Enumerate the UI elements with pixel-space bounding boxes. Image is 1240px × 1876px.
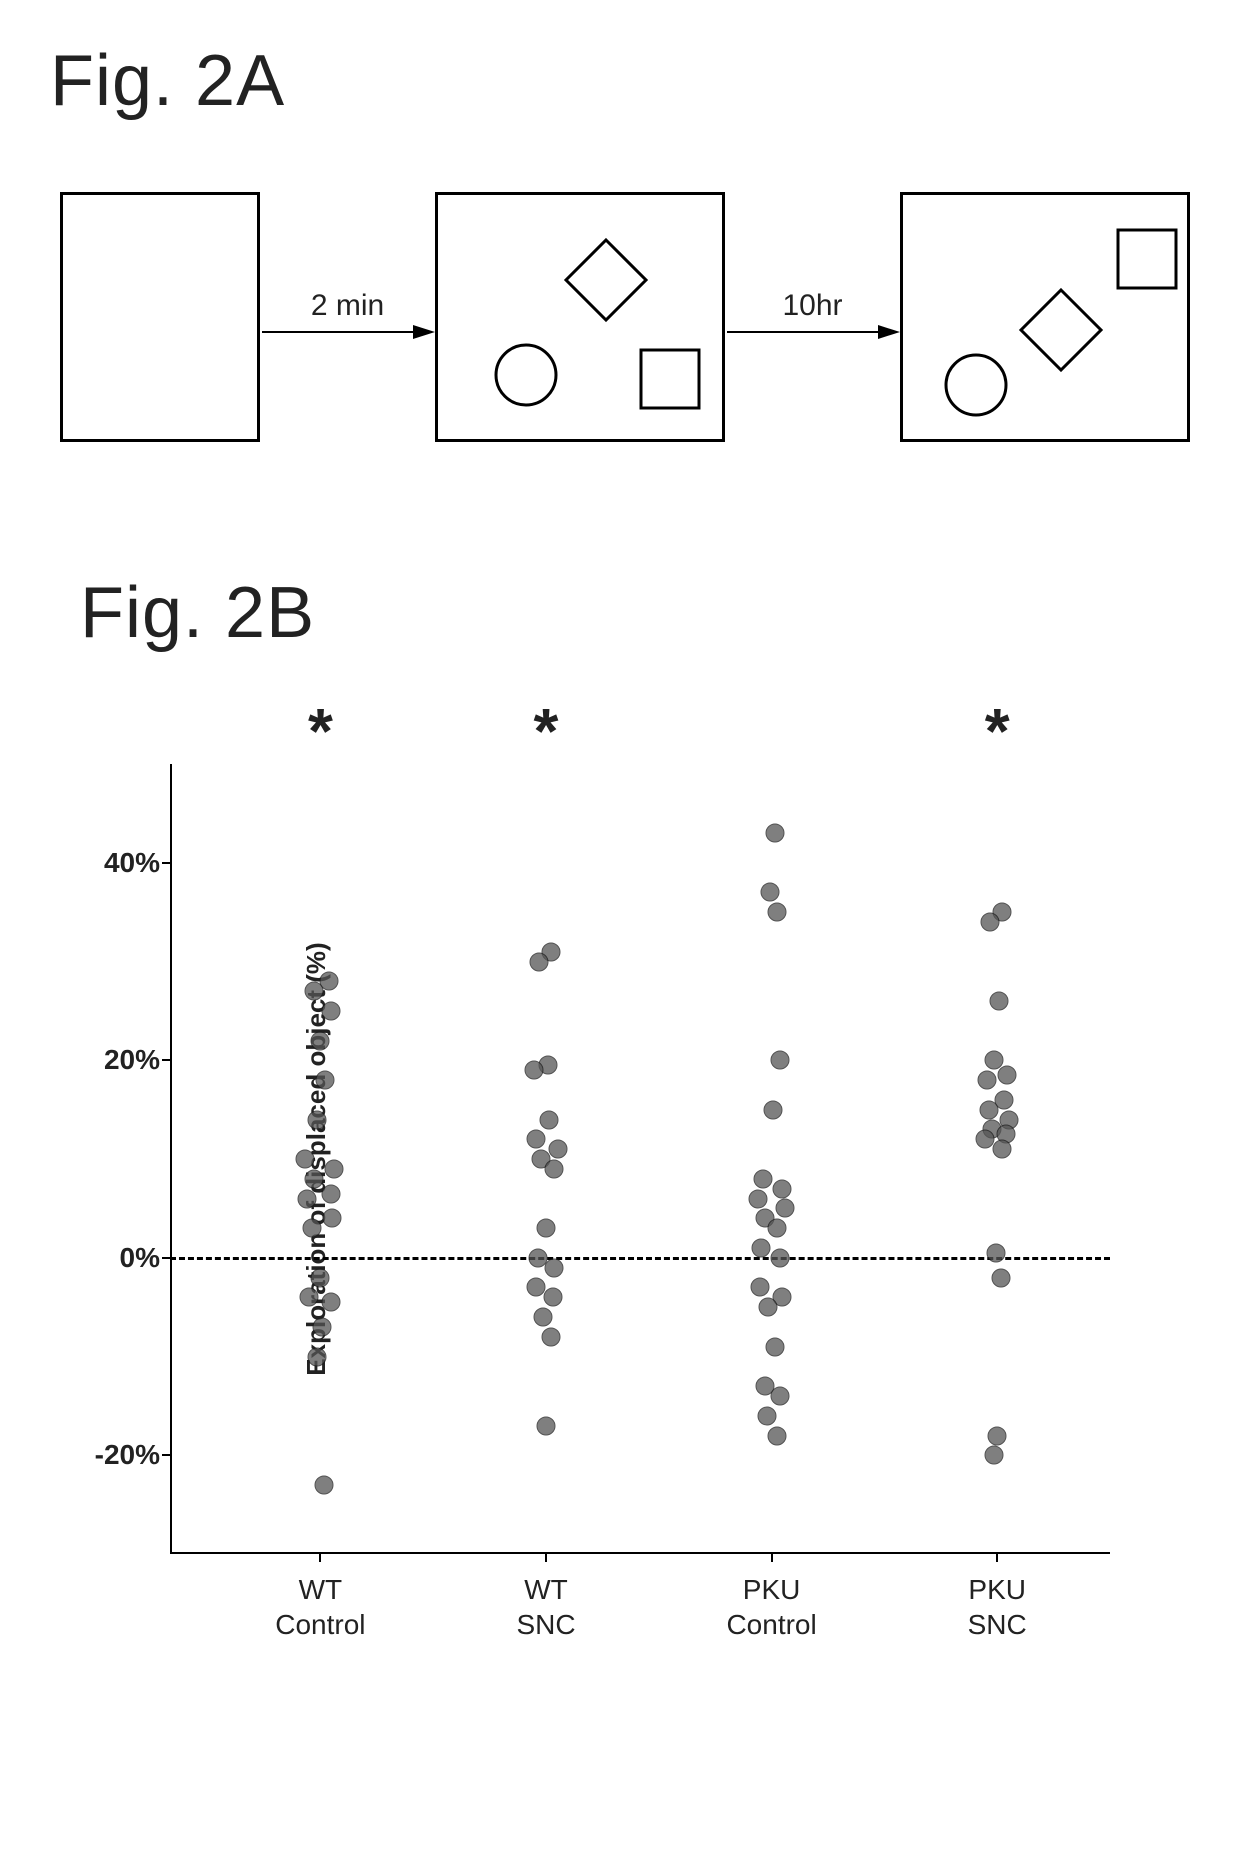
data-point xyxy=(321,1293,340,1312)
data-point xyxy=(543,1288,562,1307)
plot-frame: Exploration of displaced object (%) -20%… xyxy=(170,764,1110,1554)
page: Fig. 2A 2 min 10hr Fig. 2B *** Explor xyxy=(0,0,1240,1876)
data-point xyxy=(765,824,784,843)
data-point xyxy=(760,883,779,902)
data-point xyxy=(537,1219,556,1238)
data-point xyxy=(296,1150,315,1169)
data-point xyxy=(993,1140,1012,1159)
data-point xyxy=(323,1209,342,1228)
data-point xyxy=(548,1140,567,1159)
data-point xyxy=(998,1066,1017,1085)
data-point xyxy=(979,1100,998,1119)
panel-2-shapes xyxy=(438,195,722,439)
data-point xyxy=(772,1179,791,1198)
data-point xyxy=(537,1416,556,1435)
fig-2a-label: Fig. 2A xyxy=(50,40,1190,122)
data-point xyxy=(776,1199,795,1218)
data-point xyxy=(764,1100,783,1119)
y-tick-label: 20% xyxy=(104,1044,170,1076)
y-tick-label: -20% xyxy=(95,1439,170,1471)
data-point xyxy=(752,1238,771,1257)
fig-2a-diagram: 2 min 10hr xyxy=(60,192,1190,442)
panel-2-training-arena xyxy=(435,192,725,442)
y-tick xyxy=(162,862,170,864)
data-point xyxy=(771,1051,790,1070)
data-point xyxy=(308,1347,327,1366)
data-point xyxy=(308,1110,327,1129)
data-point xyxy=(986,1243,1005,1262)
fig-2b-section: Fig. 2B *** Exploration of displaced obj… xyxy=(80,572,1190,1554)
data-point xyxy=(321,1184,340,1203)
data-point xyxy=(542,1327,561,1346)
data-point xyxy=(311,1031,330,1050)
data-point xyxy=(759,1298,778,1317)
data-point xyxy=(989,992,1008,1011)
arrow-icon xyxy=(725,319,900,345)
zero-reference-line xyxy=(170,1257,1110,1260)
data-point xyxy=(771,1387,790,1406)
data-point xyxy=(528,1248,547,1267)
data-point xyxy=(302,1219,321,1238)
data-point xyxy=(988,1426,1007,1445)
data-point xyxy=(299,1288,318,1307)
significance-marker: * xyxy=(534,694,559,768)
data-point xyxy=(316,1071,335,1090)
x-tick-label: PKUControl xyxy=(726,1554,816,1642)
data-point xyxy=(757,1406,776,1425)
data-point xyxy=(545,1258,564,1277)
data-point xyxy=(297,1189,316,1208)
chart-area: *** Exploration of displaced object (%) … xyxy=(170,694,1190,1554)
data-point xyxy=(311,1268,330,1287)
x-tick-label: WTControl xyxy=(275,1554,365,1642)
data-point xyxy=(321,1001,340,1020)
data-point xyxy=(526,1278,545,1297)
arrow-2-label: 10hr xyxy=(782,289,842,323)
data-point xyxy=(771,1248,790,1267)
panel-3-test-arena xyxy=(900,192,1190,442)
data-point xyxy=(525,1061,544,1080)
x-tick-label: WTSNC xyxy=(516,1554,575,1642)
arrow-icon xyxy=(260,319,435,345)
y-tick xyxy=(162,1257,170,1259)
data-point xyxy=(540,1110,559,1129)
data-point xyxy=(765,1337,784,1356)
data-point xyxy=(984,1446,1003,1465)
y-tick-label: 40% xyxy=(104,847,170,879)
data-point xyxy=(530,952,549,971)
panel-3-shapes xyxy=(903,195,1187,439)
data-point xyxy=(314,1475,333,1494)
y-tick xyxy=(162,1454,170,1456)
data-point xyxy=(767,1219,786,1238)
arrow-1-label: 2 min xyxy=(311,289,384,323)
data-point xyxy=(981,913,1000,932)
data-point xyxy=(767,903,786,922)
data-point xyxy=(324,1159,343,1178)
data-point xyxy=(754,1169,773,1188)
data-point xyxy=(749,1189,768,1208)
data-point xyxy=(767,1426,786,1445)
significance-row: *** xyxy=(170,694,1110,764)
significance-marker: * xyxy=(985,694,1010,768)
arrow-1: 2 min xyxy=(260,289,435,345)
y-axis-line xyxy=(170,764,172,1554)
data-point xyxy=(976,1130,995,1149)
data-point xyxy=(304,1169,323,1188)
fig-2b-label: Fig. 2B xyxy=(80,572,1190,654)
y-tick xyxy=(162,1059,170,1061)
arrow-2: 10hr xyxy=(725,289,900,345)
data-point xyxy=(526,1130,545,1149)
x-tick-label: PKUSNC xyxy=(968,1554,1027,1642)
data-point xyxy=(313,1317,332,1336)
data-point xyxy=(545,1159,564,1178)
significance-marker: * xyxy=(308,694,333,768)
data-point xyxy=(978,1071,997,1090)
data-point xyxy=(991,1268,1010,1287)
data-point xyxy=(533,1308,552,1327)
data-point xyxy=(750,1278,769,1297)
data-point xyxy=(304,982,323,1001)
panel-1-empty-arena xyxy=(60,192,260,442)
